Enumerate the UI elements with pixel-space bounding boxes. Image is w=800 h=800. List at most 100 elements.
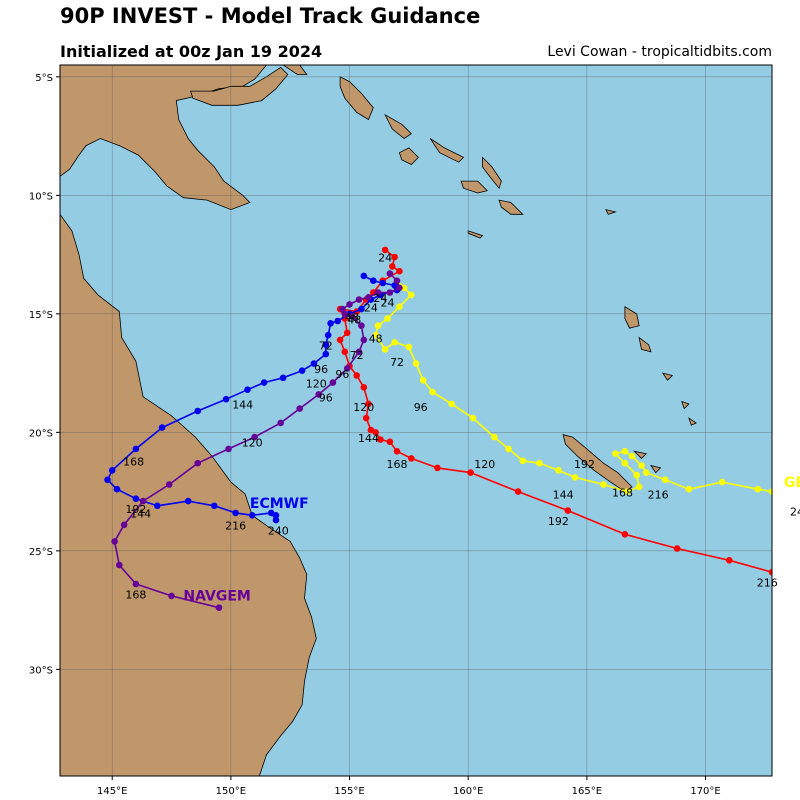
ecmwf-track-point [154,502,161,510]
navgem-track-point [341,310,349,318]
gem-hour-label: 48 [369,332,383,345]
ecmwf-hour-label: 24 [364,302,378,315]
ecmwf-track-point [334,317,342,325]
gem-track-point [571,474,579,481]
gem-track-point [505,445,512,453]
ecmwf-track-point [184,497,192,505]
gfs-track-point [393,448,401,455]
ecmwf-track-point [244,386,251,394]
lifou-island [650,464,662,474]
navgem-hour-label: 144 [130,508,151,521]
gem-track-point [600,481,607,488]
land-layer [60,65,697,776]
navgem-track-point [296,405,304,412]
navgem-track-point [386,270,394,277]
santa-isabel-island [429,138,465,163]
gem-track-point [469,414,477,422]
y-tick-label: 5°S [35,73,53,84]
lat-lon-grid [60,65,772,776]
gfs-hour-label: 120 [353,401,374,414]
gfs-track-point [381,246,389,254]
navgem-track-point [360,336,368,344]
gem-track-point [621,459,629,467]
gem-hour-label: 120 [474,458,495,471]
navgem-track-point [386,289,394,296]
navgem-track-point [355,348,363,356]
ecmwf-track-point [324,331,332,339]
ecmwf-hour-label: 72 [319,339,333,352]
navgem-track-point [358,322,365,330]
choiseul-island [384,113,412,139]
ecmwf-hour-label: 120 [306,377,327,390]
ecmwf-track-point [360,272,368,280]
navgem-hour-label: 96 [319,392,333,405]
gfs-track-point [365,400,372,408]
gfs-hour-label: 216 [757,576,778,589]
gem-model-label: GEFS [784,475,800,491]
gem-hour-label: 144 [553,489,574,502]
gfs-hour-label: 192 [548,515,569,528]
navgem-hour-label: 120 [242,437,263,450]
gfs-track-point [362,414,370,422]
gem-track-point [519,457,527,465]
gem-track-point [623,488,631,495]
ecmwf-track-point [322,350,330,358]
gfs-track-point [341,348,349,356]
gem-track-point [661,476,669,484]
ecmwf-track-point [379,279,387,287]
navgem-track-point [315,391,323,398]
gem-track-point [372,331,380,339]
gem-track-point [408,291,415,299]
ecmwf-track-point [113,485,121,493]
gfs-track-point [360,384,368,391]
gfs-track-point [389,263,396,270]
gem-track-point [396,303,403,311]
ecmwf-hour-label: 96 [314,363,328,376]
gem-track-point [429,388,436,396]
gem-track-point [384,315,391,322]
y-tick-label: 25°S [29,547,53,558]
navgem-track-point [365,294,372,301]
gem-track-point [754,485,762,493]
gem-hour-label: 72 [390,356,404,369]
santa-cruz-island [605,209,617,215]
gfs-track-point [377,436,384,443]
gem-track-point [405,343,413,351]
gfs-track-point [726,557,733,564]
navgem-track-point [194,459,201,467]
navgem-track-point [396,284,403,292]
gem-track-point [628,452,636,460]
ecmwf-model-label: ECMWF [250,496,309,512]
ecmwf-track-point [327,320,334,327]
navgem-hour-label: 48 [345,311,359,324]
gem-track-point [635,483,643,491]
australia-landmass [60,213,317,776]
gfs-track-point [768,568,772,576]
navgem-hour-label: 168 [125,588,146,601]
gfs-track-point [408,455,415,462]
gfs-track-point [514,488,522,495]
ecmwf-hour-label: 192 [125,503,146,516]
ecmwf-track-point [310,360,318,367]
gem-track-point [718,478,726,486]
gem-hour-label: 168 [612,486,633,499]
navgem-track-point [329,379,337,386]
credit-text: Levi Cowan - tropicaltidbits.com [547,44,772,60]
ecmwf-track-point [322,341,330,349]
navgem-track-point [139,497,147,505]
gem-track-point [685,485,693,493]
gfs-track-point [386,438,394,446]
gem-track-point [412,360,420,367]
malaita-island [482,156,502,190]
ecmwf-track-point [132,445,140,453]
ecmwf-track-point [298,367,306,375]
x-tick-label: 145°E [97,786,127,797]
gem-hour-label: 240 [790,505,800,518]
gfs-track-point [353,372,361,379]
navgem-track-point [165,481,173,488]
navgem-track-point [343,365,351,372]
x-tick-label: 160°E [453,786,483,797]
navgem-track-point [120,521,128,529]
gem-track-point [536,459,543,467]
